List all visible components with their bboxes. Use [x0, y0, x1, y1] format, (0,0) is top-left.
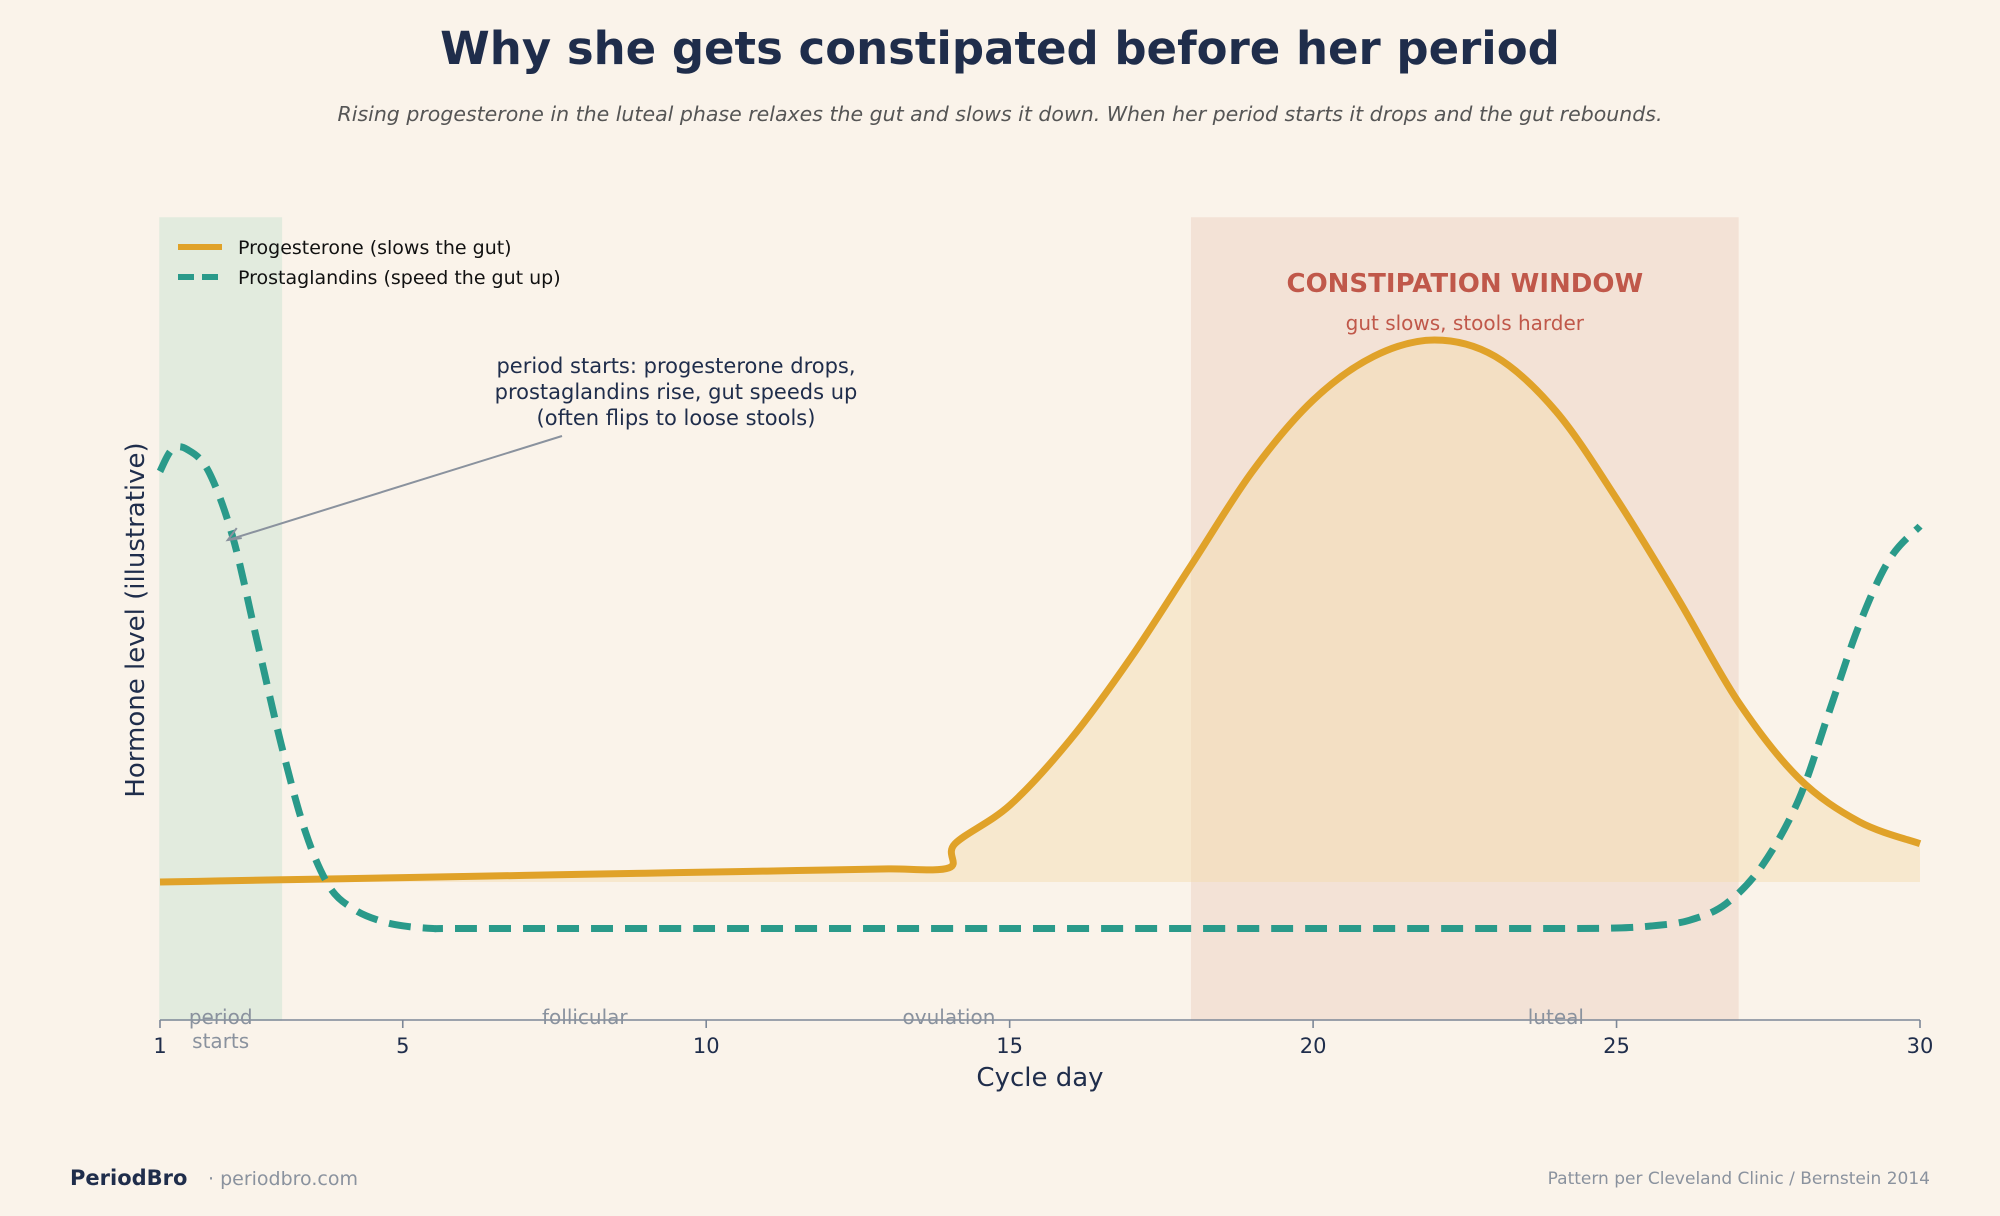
phase-bands	[159, 217, 1739, 1021]
annotation-arrowhead	[225, 527, 242, 542]
x-tick-label: 20	[1300, 1034, 1327, 1058]
legend: Progesterone (slows the gut) Prostaglandi…	[178, 237, 561, 289]
prostaglandins-line	[156, 443, 1923, 933]
series-lines	[156, 336, 1923, 933]
phase-label: ovulation	[903, 1005, 996, 1029]
chart-title: Why she gets constipated before her peri…	[440, 22, 1560, 75]
footer-brand: PeriodBro	[70, 1166, 188, 1190]
footer-site: · periodbro.com	[208, 1168, 358, 1190]
y-axis-label: Hormone level (illustrative)	[121, 442, 151, 797]
constipation-window-label: CONSTIPATION WINDOW	[1286, 269, 1643, 299]
phase-label: luteal	[1528, 1005, 1584, 1029]
period-band	[159, 217, 283, 1021]
x-tick-label: 30	[1907, 1034, 1934, 1058]
constipation-window-band	[1190, 217, 1739, 1021]
annotation-arrow-line	[227, 435, 563, 542]
progesterone-line	[159, 336, 1922, 886]
phase-label: period starts	[189, 1005, 253, 1053]
x-tick-label: 5	[396, 1034, 409, 1058]
progesterone-fill	[160, 340, 1920, 882]
footer-source: Pattern per Cleveland Clinic / Bernstein…	[1547, 1169, 1930, 1189]
legend-label: Prostaglandins (speed the gut up)	[238, 267, 561, 289]
x-tick-label: 15	[996, 1034, 1023, 1058]
chart-subtitle: Rising progesterone in the luteal phase …	[337, 102, 1663, 126]
x-axis-label: Cycle day	[976, 1063, 1103, 1093]
chart-labels: Cycle day Hormone level (illustrative) per…	[121, 269, 1643, 1093]
legend-label: Progesterone (slows the gut)	[238, 237, 512, 259]
x-tick-label: 1	[153, 1034, 166, 1058]
x-axis: 1 5 10 15 20 25 30	[153, 1019, 1934, 1058]
phase-label: follicular	[542, 1005, 628, 1029]
constipation-window-sublabel: gut slows, stools harder	[1346, 311, 1585, 335]
x-tick-label: 25	[1603, 1034, 1630, 1058]
x-tick-label: 10	[693, 1034, 720, 1058]
progesterone-area	[160, 340, 1920, 882]
annotation-text: period starts: progesterone drops, prosta…	[495, 354, 858, 430]
